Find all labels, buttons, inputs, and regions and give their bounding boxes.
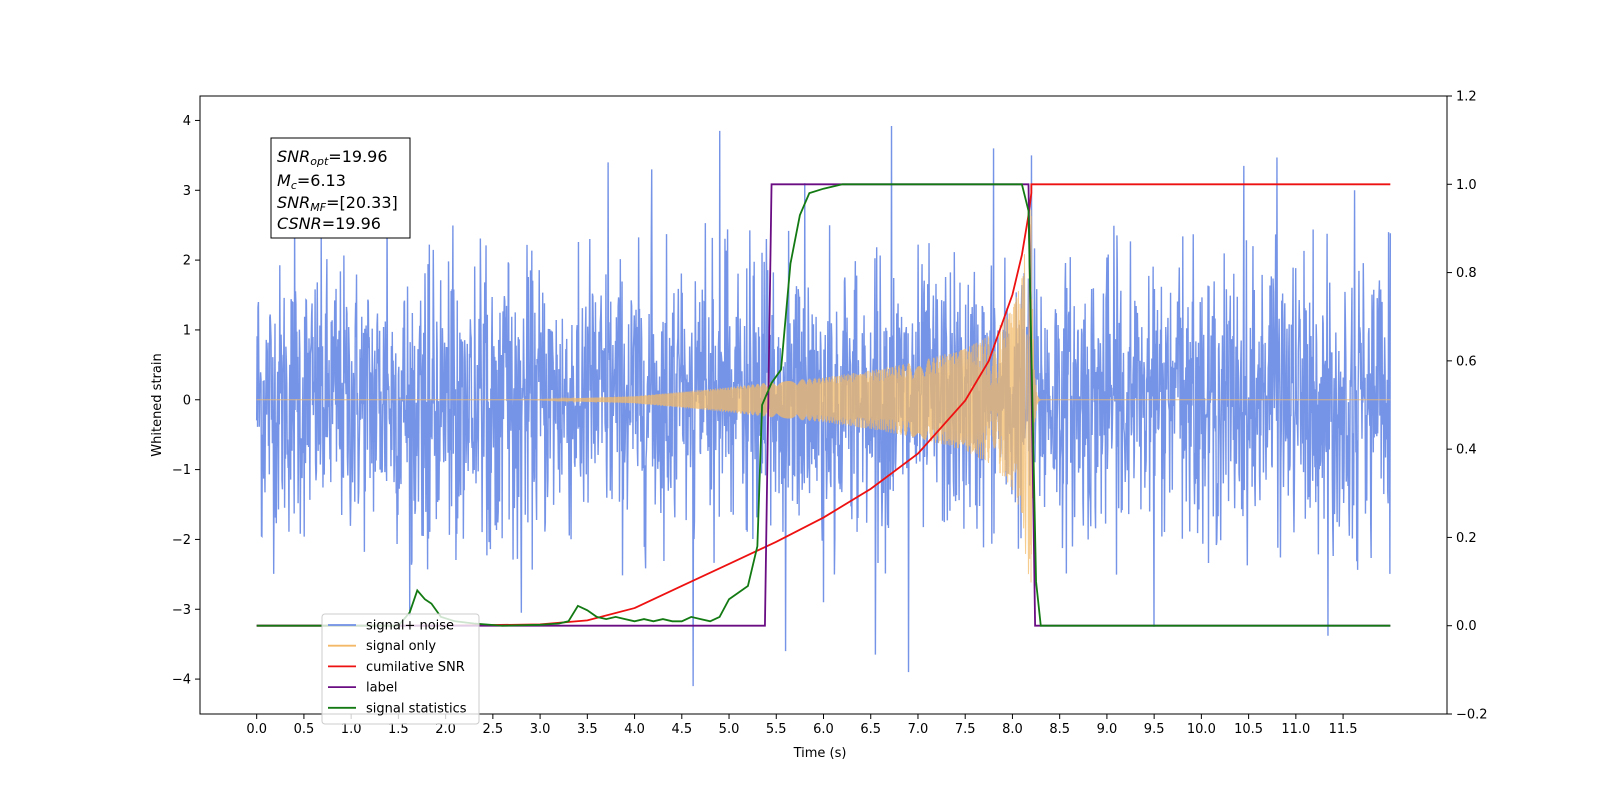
- x-tick-label: 10.0: [1187, 722, 1216, 737]
- annotation-csnr: CSNR=19.96: [277, 214, 381, 233]
- annotation-snr-opt: SNRopt=19.96: [277, 147, 388, 168]
- y-tick-label: −2: [172, 533, 191, 548]
- y-tick-label: −4: [172, 673, 191, 688]
- y-axis-title: Whitened strain: [150, 353, 165, 456]
- x-tick-label: 6.0: [813, 722, 834, 737]
- y-tick-label: 4: [183, 114, 191, 129]
- x-tick-label: 3.5: [577, 722, 598, 737]
- legend-label-signal-statistics: signal statistics: [366, 701, 467, 716]
- y-axis-left: −4 −3 −2 −1 0 1 2 3 4: [172, 114, 200, 688]
- legend-label-signal-noise: signal+ noise: [366, 619, 454, 634]
- x-tick-label: 11.5: [1329, 722, 1358, 737]
- x-tick-label: 2.5: [483, 722, 504, 737]
- series-cumilative-snr: [256, 183, 1391, 627]
- y2-tick-label: 1.0: [1456, 178, 1477, 193]
- x-tick-label: 4.0: [624, 722, 645, 737]
- x-tick-label: 5.0: [719, 722, 740, 737]
- y-tick-label: 3: [183, 184, 191, 199]
- y-tick-label: 1: [183, 323, 191, 338]
- series-signal-only: [256, 209, 1391, 583]
- y-tick-label: −3: [172, 603, 191, 618]
- x-tick-label: 1.0: [341, 722, 362, 737]
- y2-tick-label: −0.2: [1456, 708, 1488, 723]
- x-tick-label: 7.0: [908, 722, 929, 737]
- annotation-mc: Mc=6.13: [277, 171, 346, 192]
- legend-frame: [321, 613, 480, 725]
- x-tick-label: 4.5: [671, 722, 692, 737]
- y2-tick-label: 0.0: [1456, 619, 1477, 634]
- legend-label-signal-only: signal only: [366, 639, 436, 654]
- y-tick-label: 0: [183, 393, 191, 408]
- x-tick-label: 6.5: [860, 722, 881, 737]
- x-tick-label: 0.0: [246, 722, 267, 737]
- y2-tick-label: 0.4: [1456, 443, 1477, 458]
- x-tick-label: 11.0: [1281, 722, 1310, 737]
- legend-label-label: label: [366, 681, 397, 696]
- x-axis-title: Time (s): [793, 746, 847, 761]
- x-tick-label: 3.0: [530, 722, 551, 737]
- y2-tick-label: 0.6: [1456, 354, 1477, 369]
- x-tick-label: 8.5: [1049, 722, 1070, 737]
- y-tick-label: 2: [183, 254, 191, 269]
- annotation-frame: [270, 137, 411, 239]
- legend-label-cumilative-snr: cumilative SNR: [366, 660, 465, 675]
- series-layer: [255, 126, 1392, 687]
- annotation-snr-mf: SNRMF=[20.33]: [277, 193, 398, 214]
- x-tick-label: 2.0: [435, 722, 456, 737]
- series-signal-noise: [255, 126, 1392, 687]
- y-tick-label: −1: [172, 463, 191, 478]
- y2-tick-label: 0.2: [1456, 531, 1477, 546]
- x-tick-label: 1.5: [388, 722, 409, 737]
- legend: signal+ noise signal only cumilative SNR la…: [321, 613, 480, 725]
- y2-tick-label: 0.8: [1456, 266, 1477, 281]
- annotation-box: SNRopt=19.96 Mc=6.13 SNRMF=[20.33] CSNR=…: [270, 137, 411, 239]
- x-tick-label: 9.0: [1097, 722, 1118, 737]
- y-axis-right: −0.2 0.0 0.2 0.4 0.6 0.8 1.0 1.2: [1447, 90, 1488, 723]
- x-axis: 0.0 0.5 1.0 1.5 2.0 2.5 3.0 3.5 4.0 4.5 5.0 5.5 6.0 6…: [246, 714, 1358, 737]
- x-tick-label: 8.0: [1002, 722, 1023, 737]
- x-tick-label: 10.5: [1234, 722, 1263, 737]
- x-tick-label: 7.5: [955, 722, 976, 737]
- x-tick-label: 0.5: [294, 722, 315, 737]
- x-tick-label: 9.5: [1144, 722, 1165, 737]
- x-tick-label: 5.5: [766, 722, 787, 737]
- y2-tick-label: 1.2: [1456, 90, 1477, 105]
